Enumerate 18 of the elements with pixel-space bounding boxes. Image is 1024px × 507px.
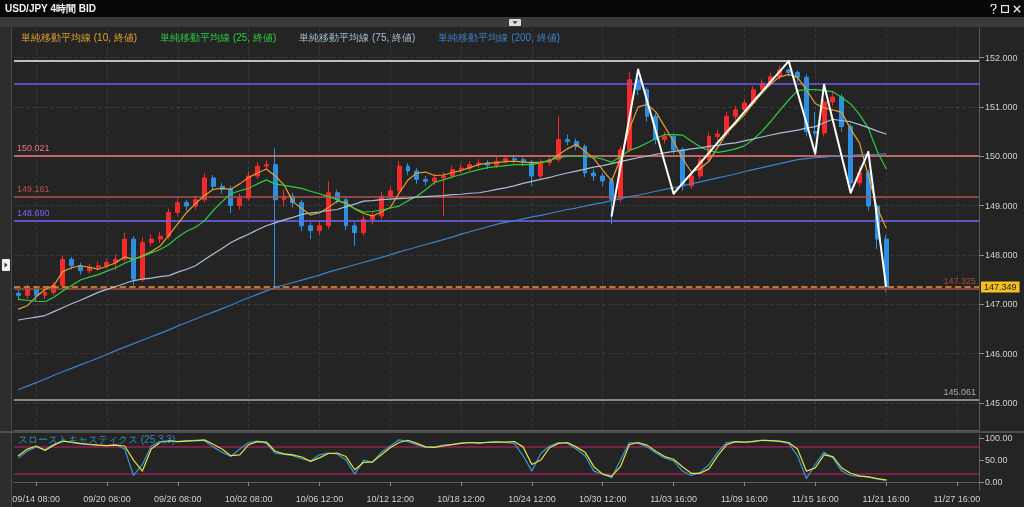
x-tick-label: 10/12 12:00 [366,493,415,504]
chart-title: スローストキャスティクス (25,3,3) [18,433,176,445]
x-tick-label: 10/30 12:00 [578,493,627,504]
x-tick-label: 10/06 12:00 [295,493,344,504]
x-tick-label: 09/26 08:00 [154,493,202,504]
x-tick-label: 09/20 08:00 [83,493,131,504]
x-tick-label: 09/14 08:00 [12,493,60,504]
x-tick-label: 10/02 08:00 [224,493,273,504]
x-tick-label: 11/21 16:00 [862,493,910,504]
y-tick-label: 0.00 [985,477,1003,488]
y-tick-label: 100.00 [985,433,1013,444]
y-tick-label: 50.00 [985,455,1008,466]
x-tick-label: 11/27 16:00 [933,493,981,504]
x-tick-label: 10/24 12:00 [508,493,556,504]
x-tick-label: 11/15 16:00 [791,493,839,504]
x-tick-label: 11/09 16:00 [720,493,768,504]
x-tick-label: 11/03 16:00 [650,493,698,504]
x-tick-label: 10/18 12:00 [437,493,485,504]
